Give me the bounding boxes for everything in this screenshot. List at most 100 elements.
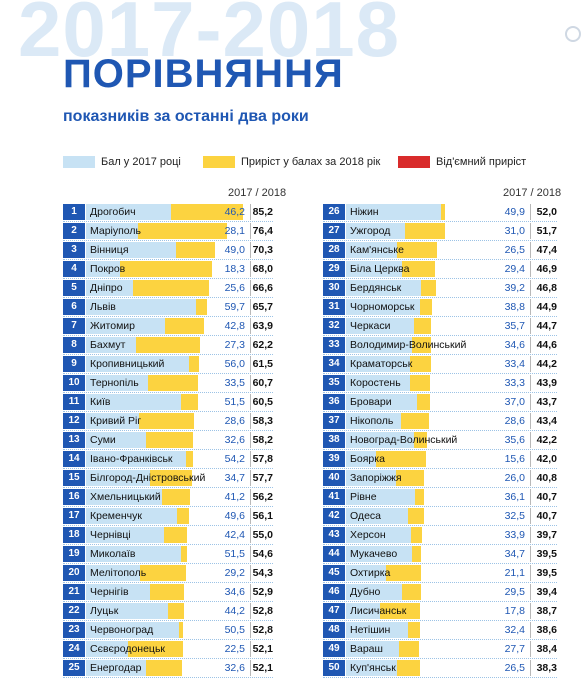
- bar-2017: [86, 337, 136, 353]
- value-2017: 42,8: [224, 320, 245, 332]
- value-2017: 32,6: [224, 662, 245, 674]
- rank-badge: 30: [323, 280, 345, 296]
- row-divider: [323, 316, 557, 317]
- rank-badge: 43: [323, 527, 345, 543]
- city-name: Кам'янське: [350, 244, 404, 256]
- value-separator: [250, 261, 251, 277]
- value-2018: 52,1: [252, 662, 273, 674]
- bar-2017: [346, 622, 408, 638]
- value-2018: 54,3: [252, 567, 273, 579]
- rank-badge: 38: [323, 432, 345, 448]
- value-2017: 31,0: [504, 225, 525, 237]
- bar-track: [86, 470, 252, 486]
- value-separator: [250, 204, 251, 220]
- value-2018: 39,5: [536, 567, 557, 579]
- value-2017: 15,6: [504, 453, 525, 465]
- bar-track: [86, 204, 252, 220]
- rank-badge: 12: [63, 413, 85, 429]
- chart-row: 5 Дніпро 25,6 66,6: [63, 280, 273, 296]
- chart-row: 21 Чернігів 34,6 52,9: [63, 584, 273, 600]
- value-separator: [530, 242, 531, 258]
- rank-badge: 39: [323, 451, 345, 467]
- bar-2017: [86, 261, 120, 277]
- value-2017: 51,5: [224, 396, 245, 408]
- bar-2017: [86, 489, 162, 505]
- bar-growth: [420, 299, 432, 315]
- city-name: Чорноморськ: [350, 301, 415, 313]
- bar-2017: [346, 356, 410, 372]
- rank-badge: 9: [63, 356, 85, 372]
- bar-track: [86, 375, 252, 391]
- value-2017: 59,7: [224, 301, 245, 313]
- bar-track: [86, 299, 252, 315]
- chart-row: 46 Дубно 29,5 39,4: [323, 584, 557, 600]
- chart-row: 1 Дрогобич 46,2 85,2: [63, 204, 273, 220]
- bar-2017: [86, 584, 150, 600]
- value-2018: 62,2: [252, 339, 273, 351]
- bar-growth: [412, 337, 431, 353]
- city-name: Боярка: [350, 453, 385, 465]
- bar-track: [346, 242, 518, 258]
- city-name: Дубно: [350, 586, 381, 598]
- city-name: Маріуполь: [90, 225, 142, 237]
- bar-growth: [411, 527, 422, 543]
- city-name: Івано-Франківськ: [90, 453, 173, 465]
- bar-track: [346, 603, 518, 619]
- value-2017: 34,7: [224, 472, 245, 484]
- rank-badge: 31: [323, 299, 345, 315]
- city-name: Енергодар: [90, 662, 142, 674]
- bar-growth: [396, 470, 424, 486]
- value-separator: [250, 337, 251, 353]
- value-2017: 49,9: [504, 206, 525, 218]
- bar-2017: [346, 413, 401, 429]
- bar-2017: [86, 603, 168, 619]
- bar-2017: [86, 546, 181, 562]
- value-2017: 28,6: [224, 415, 245, 427]
- value-separator: [530, 603, 531, 619]
- rank-badge: 3: [63, 242, 85, 258]
- value-2017: 26,5: [504, 662, 525, 674]
- city-name: Тернопіль: [90, 377, 139, 389]
- city-name: Бердянськ: [350, 282, 402, 294]
- city-name: Чернівці: [90, 529, 131, 541]
- row-divider: [323, 620, 557, 621]
- bar-growth: [168, 603, 184, 619]
- bar-track: [346, 508, 518, 524]
- rank-badge: 47: [323, 603, 345, 619]
- row-divider: [63, 430, 273, 431]
- bar-track: [86, 660, 252, 676]
- rank-badge: 1: [63, 204, 85, 220]
- row-divider: [323, 221, 557, 222]
- bar-track: [346, 584, 518, 600]
- value-2018: 38,4: [536, 643, 557, 655]
- bar-growth: [138, 223, 227, 239]
- bar-track: [346, 660, 518, 676]
- bar-track: [86, 603, 252, 619]
- rank-badge: 49: [323, 641, 345, 657]
- row-divider: [323, 278, 557, 279]
- chart-row: 39 Боярка 15,6 42,0: [323, 451, 557, 467]
- city-name: Новоград-Волинський: [350, 434, 458, 446]
- value-2017: 29,2: [224, 567, 245, 579]
- bar-2017: [346, 527, 411, 543]
- bar-2017: [346, 375, 410, 391]
- value-separator: [250, 394, 251, 410]
- value-separator: [530, 451, 531, 467]
- value-2018: 44,9: [536, 301, 557, 313]
- value-2018: 56,2: [252, 491, 273, 503]
- value-separator: [530, 204, 531, 220]
- bar-growth: [148, 375, 198, 391]
- value-2018: 52,8: [252, 624, 273, 636]
- bar-growth: [177, 508, 189, 524]
- chart-row: 9 Кропивницький 56,0 61,5: [63, 356, 273, 372]
- value-2018: 43,9: [536, 377, 557, 389]
- value-2017: 56,0: [224, 358, 245, 370]
- bar-track: [86, 242, 252, 258]
- bar-2017: [86, 432, 146, 448]
- city-name: Куп'янськ: [350, 662, 396, 674]
- chart-row: 15 Білгород-Дністровський 34,7 57,7: [63, 470, 273, 486]
- row-divider: [323, 468, 557, 469]
- chart-row: 20 Мелітополь 29,2 54,3: [63, 565, 273, 581]
- row-divider: [323, 639, 557, 640]
- legend-label-2017: Бал у 2017 році: [101, 156, 181, 168]
